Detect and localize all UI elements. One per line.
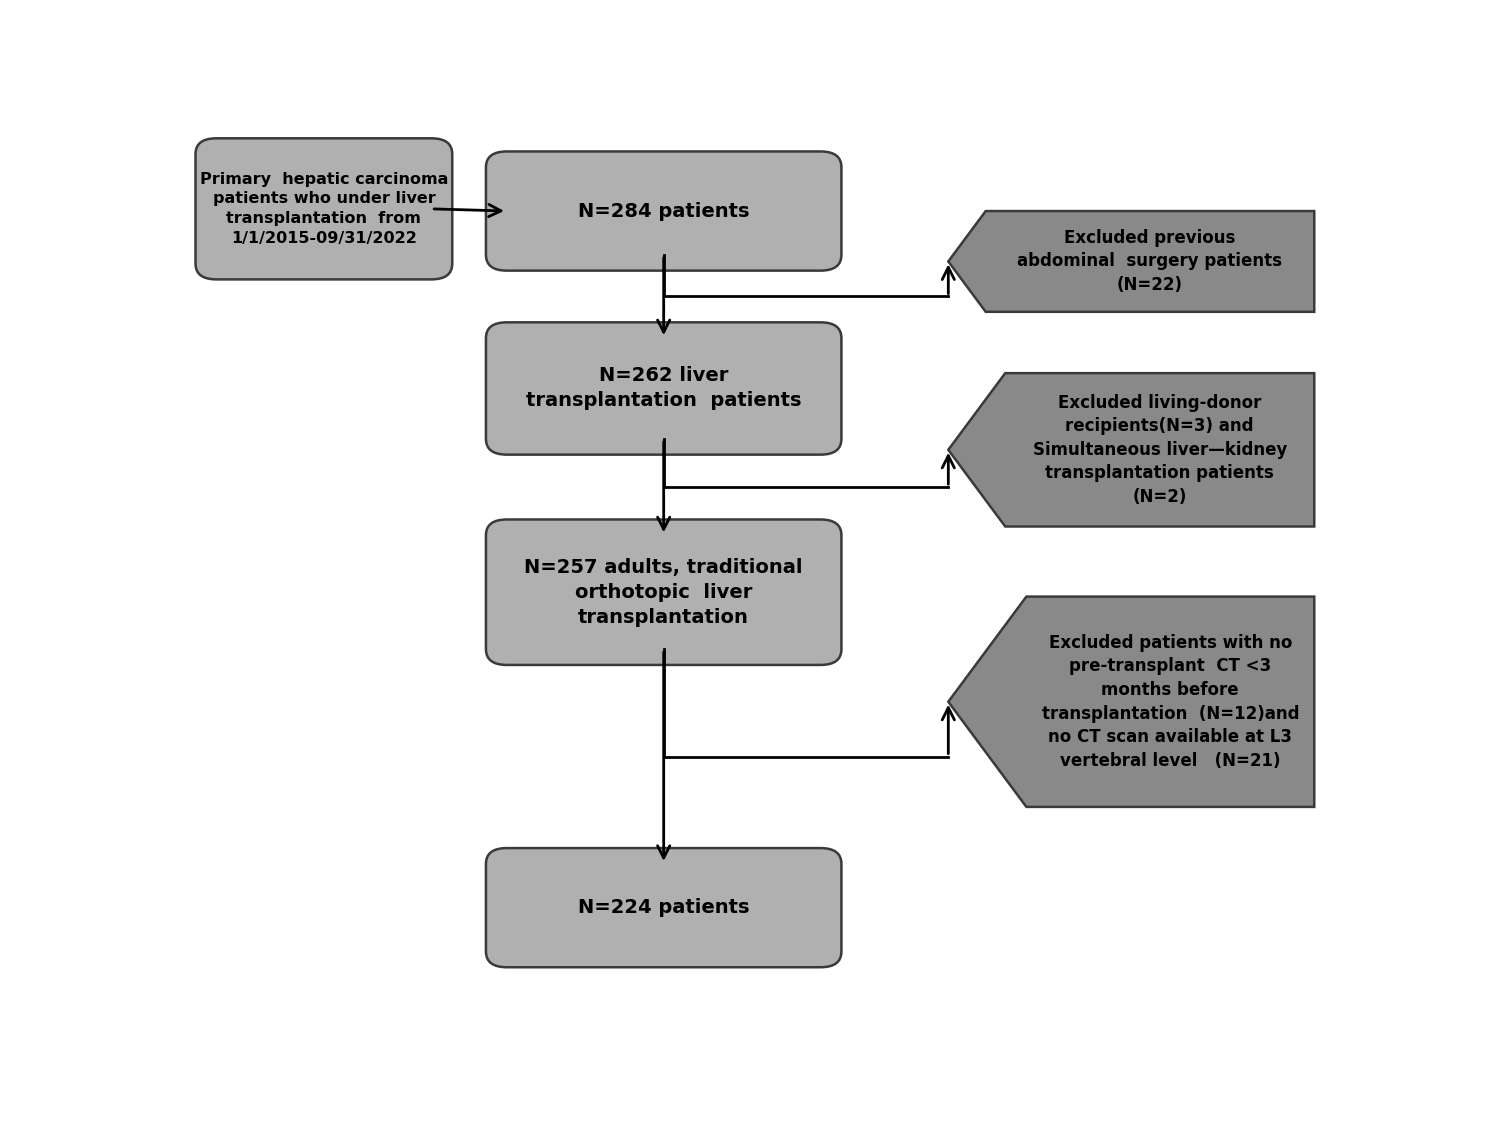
Text: Excluded living-donor
recipients(N=3) and
Simultaneous liver—kidney
transplantat: Excluded living-donor recipients(N=3) an… [1033, 394, 1288, 506]
FancyBboxPatch shape [486, 519, 841, 665]
FancyBboxPatch shape [486, 322, 841, 455]
Text: Primary  hepatic carcinoma
patients who under liver
transplantation  from
1/1/20: Primary hepatic carcinoma patients who u… [199, 172, 448, 246]
Text: N=262 liver
transplantation  patients: N=262 liver transplantation patients [526, 366, 802, 411]
Text: N=257 adults, traditional
orthotopic  liver
transplantation: N=257 adults, traditional orthotopic liv… [525, 558, 803, 627]
Text: Excluded patients with no
pre-transplant  CT <3
months before
transplantation  (: Excluded patients with no pre-transplant… [1042, 634, 1300, 769]
FancyBboxPatch shape [195, 139, 453, 280]
Polygon shape [949, 211, 1315, 312]
FancyBboxPatch shape [486, 151, 841, 271]
Polygon shape [949, 373, 1315, 527]
FancyBboxPatch shape [486, 848, 841, 967]
Text: Excluded previous
abdominal  surgery patients
(N=22): Excluded previous abdominal surgery pati… [1018, 229, 1283, 294]
Polygon shape [949, 596, 1315, 807]
Text: N=284 patients: N=284 patients [579, 201, 750, 221]
Text: N=224 patients: N=224 patients [579, 898, 750, 917]
